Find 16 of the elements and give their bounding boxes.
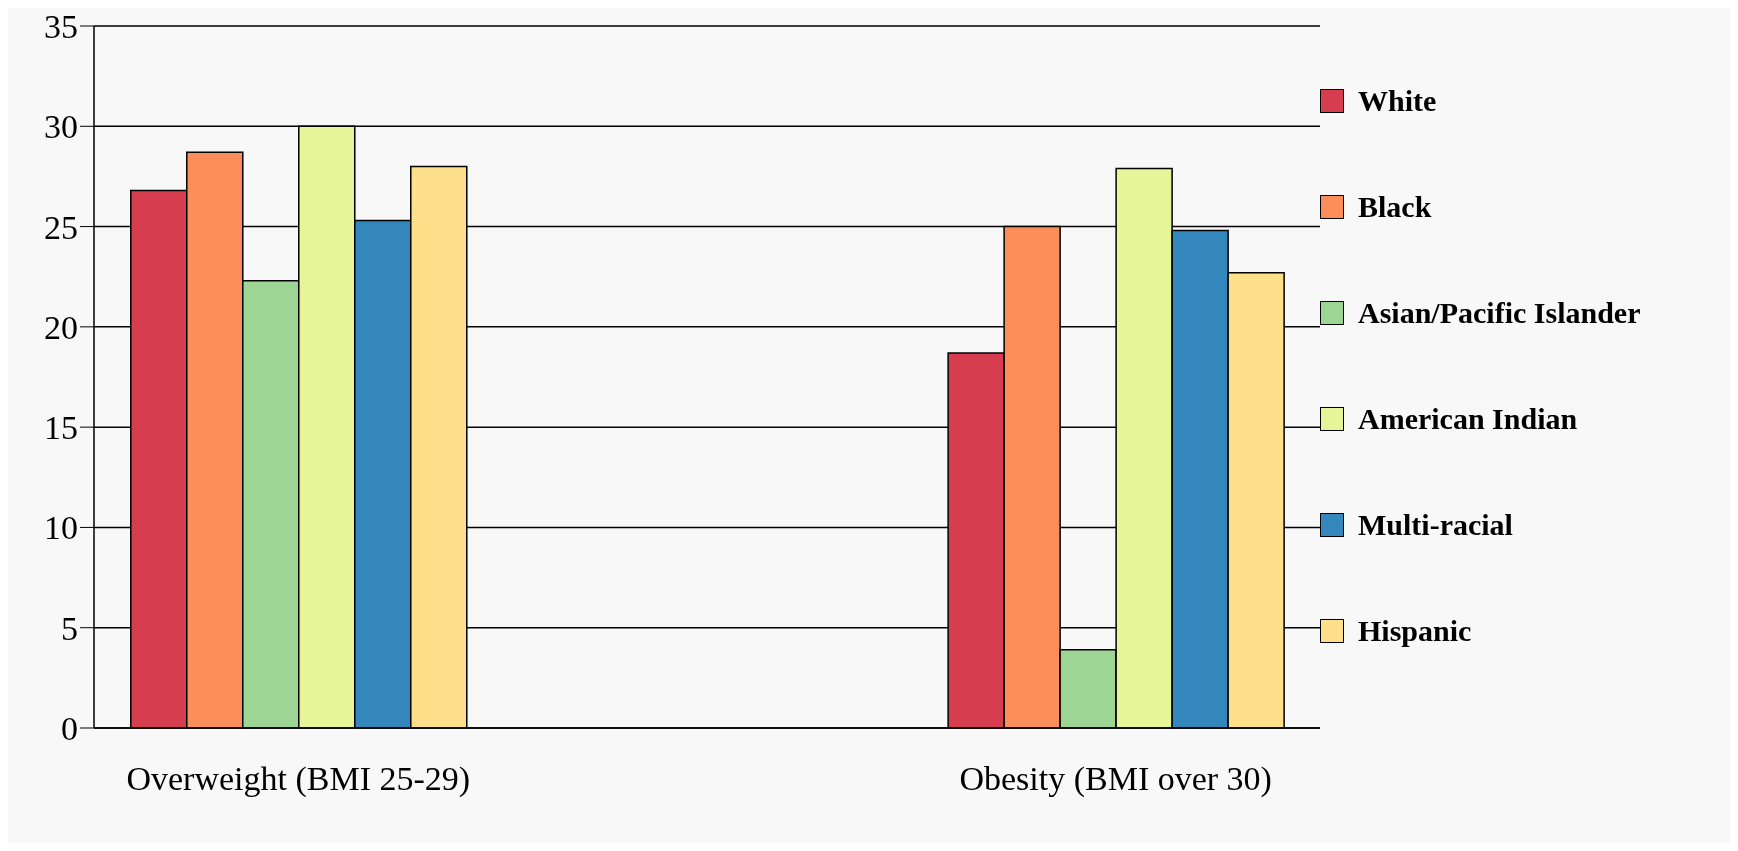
legend-label: Black — [1358, 190, 1432, 224]
y-tick-label: 20 — [44, 308, 78, 346]
y-tick-label: 15 — [44, 409, 78, 447]
y-tick-label: 30 — [44, 108, 78, 146]
legend-label: Asian/Pacific Islander — [1358, 296, 1641, 330]
legend-label: American Indian — [1358, 402, 1578, 436]
y-tick-label: 25 — [44, 208, 78, 246]
y-tick-label: 35 — [44, 8, 78, 46]
x-tick-label: Overweight (BMI 25-29) — [126, 760, 471, 799]
y-tick-label: 0 — [61, 710, 78, 748]
y-tick-label: 5 — [61, 609, 78, 647]
legend-label: Multi-racial — [1358, 508, 1513, 542]
legend-label: Hispanic — [1358, 614, 1472, 648]
x-tick-label: Obesity (BMI over 30) — [959, 760, 1272, 799]
y-tick-label: 10 — [44, 509, 78, 547]
legend-label: White — [1358, 84, 1437, 118]
